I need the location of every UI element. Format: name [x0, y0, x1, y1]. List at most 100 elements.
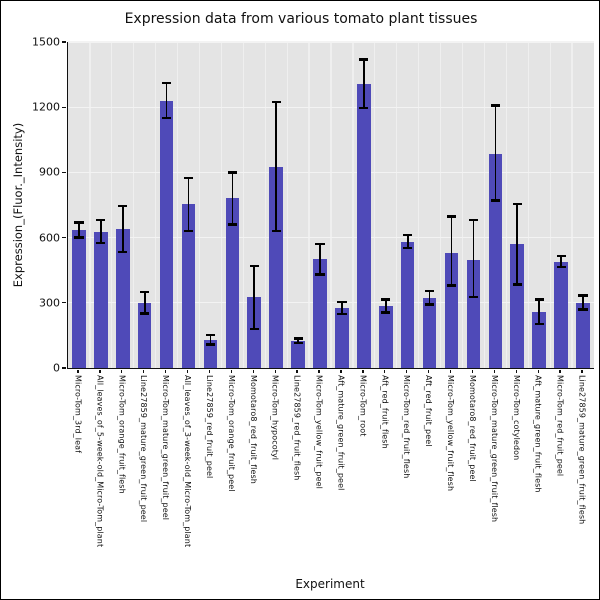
gridline-vertical [242, 42, 244, 368]
x-axis-tick [340, 370, 342, 373]
error-bar-cap [96, 241, 106, 245]
error-bar-line [253, 266, 256, 329]
x-tick-label: Aft_red_fruit_flesh [380, 375, 390, 449]
error-bar-cap [490, 199, 500, 202]
y-axis-tick [62, 367, 66, 369]
bar [181, 203, 196, 368]
error-bar-cap [183, 176, 194, 180]
gridline-vertical [155, 42, 157, 368]
gridline-vertical [374, 42, 376, 368]
error-bar-cap [403, 233, 413, 237]
x-axis-tick [252, 370, 254, 373]
error-bar-line [494, 105, 497, 201]
y-tick-label: 300 [39, 296, 60, 310]
bar [335, 308, 349, 368]
error-bar-cap [403, 246, 413, 249]
chart-title: Expression data from various tomato plan… [124, 11, 478, 27]
error-bar-cap [183, 229, 194, 233]
x-axis-tick [208, 370, 211, 373]
gridline-vertical [396, 42, 398, 368]
x-tick-label: All_leaves_of_5-week-old_Micro-Tom_plant [95, 375, 105, 548]
gridline-horizontal [68, 171, 594, 174]
gridline-vertical [133, 42, 135, 368]
x-axis-tick [537, 370, 539, 373]
bar [444, 252, 459, 368]
error-bar-cap [512, 283, 522, 286]
bar [554, 261, 568, 368]
error-bar-line [143, 291, 146, 314]
error-bar-cap [381, 311, 391, 314]
error-bar-cap [446, 284, 457, 287]
x-tick-label: Momotaro8_red_fruit_flesh [248, 375, 258, 484]
x-tick-label: Line27859_red_fruit_flesh [292, 375, 302, 481]
x-tick-label: Aft_mature_green_fruit_flesh [533, 375, 543, 493]
error-bar-line [121, 206, 124, 252]
error-bar-cap [227, 171, 237, 174]
x-axis-tick [143, 370, 145, 373]
error-bar-line [384, 299, 387, 313]
gridline-vertical [286, 42, 288, 368]
error-bar-line [538, 299, 540, 324]
gridline-vertical [220, 42, 223, 368]
error-bar-line [297, 338, 299, 343]
gridline-vertical [111, 42, 113, 368]
error-bar-cap [446, 215, 457, 218]
gridline-vertical [571, 42, 573, 368]
error-bar-cap [205, 343, 216, 346]
x-tick-label: Micro-Tom_yellow_fruit_flesh [446, 375, 456, 492]
error-bar-line [100, 220, 102, 244]
x-axis-tick [99, 370, 101, 373]
y-axis-tick [62, 171, 66, 174]
x-tick-label: Micro-Tom_red_fruit_flesh [402, 375, 412, 479]
plot-area [67, 41, 594, 369]
x-tick-label: Aft_red_fruit_peel [424, 375, 434, 447]
x-tick-label: Micro-Tom_cotyledon [511, 375, 521, 461]
x-tick-label: Line27859_red_fruit_peel [204, 375, 214, 479]
bar [115, 228, 130, 368]
bar [357, 84, 371, 368]
x-axis-tick [471, 370, 474, 373]
gridline-horizontal [68, 106, 594, 108]
bar [291, 340, 305, 368]
x-axis-tick [427, 370, 430, 373]
error-bar-cap [381, 298, 391, 301]
bar [422, 298, 437, 368]
gridline-horizontal [68, 302, 594, 304]
gridline-vertical [330, 42, 332, 368]
gridline-vertical [198, 42, 201, 368]
error-bar-cap [227, 223, 237, 226]
y-axis-tick [62, 41, 66, 43]
bar [488, 153, 503, 368]
gridline-horizontal [68, 41, 594, 43]
x-tick-label: Micro-Tom_red_fruit_peel [555, 375, 565, 477]
y-tick-label: 600 [39, 231, 60, 245]
error-bar-cap [74, 236, 84, 239]
x-tick-label: Line27859_mature_green_fruit_flesh [577, 375, 587, 525]
error-bar-cap [534, 322, 544, 326]
bar [72, 230, 86, 368]
y-tick-label: 1500 [32, 35, 60, 49]
error-bar-cap [534, 298, 544, 301]
x-axis-tick [230, 370, 233, 373]
error-bar-cap [468, 218, 479, 221]
y-axis-label: Expression_(Fluor._Intensity) [11, 122, 25, 288]
error-bar-line [319, 244, 321, 275]
gridline-vertical [527, 42, 529, 368]
error-bar-cap [162, 116, 172, 120]
error-bar-line [187, 177, 190, 232]
error-bar-cap [96, 219, 106, 222]
x-tick-label: Micro-Tom_orange_fruit_flesh [117, 375, 127, 494]
error-bar-cap [468, 295, 479, 299]
x-tick-label: Micro-Tom_yellow_fruit_peel [314, 375, 324, 489]
error-bar-cap [74, 221, 84, 224]
x-tick-label: Micro-Tom_mature_green_fruit_peel [161, 375, 171, 521]
gridline-vertical [89, 42, 91, 368]
gridline-vertical [461, 42, 464, 368]
error-bar-cap [118, 204, 128, 208]
bar [400, 241, 415, 368]
y-axis-tick [62, 106, 66, 108]
y-axis-tick [62, 302, 66, 304]
gridline-vertical [418, 42, 420, 368]
error-bar-cap [162, 82, 172, 85]
bar [576, 302, 590, 368]
